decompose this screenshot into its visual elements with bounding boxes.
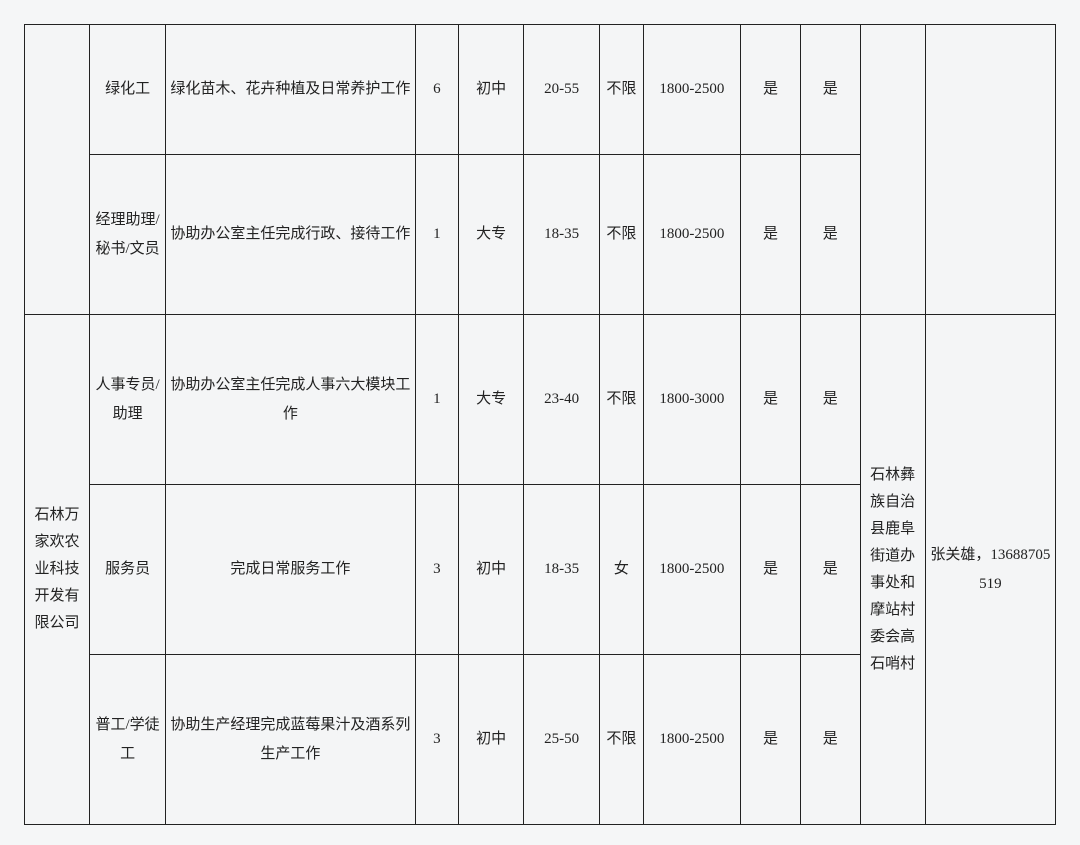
- cell-sex: 不限: [600, 155, 643, 315]
- cell-age: 23-40: [524, 315, 600, 485]
- cell-salary: 1800-2500: [643, 485, 741, 655]
- cell-sex: 女: [600, 485, 643, 655]
- table-row: 绿化工 绿化苗木、花卉种植及日常养护工作 6 初中 20-55 不限 1800-…: [25, 25, 1056, 155]
- cell-flag1: 是: [741, 485, 801, 655]
- cell-num: 3: [415, 485, 458, 655]
- table-row: 石林万家欢农业科技开发有限公司 人事专员/助理 协助办公室主任完成人事六大模块工…: [25, 315, 1056, 485]
- cell-desc: 绿化苗木、花卉种植及日常养护工作: [166, 25, 416, 155]
- cell-contact: 张关雄，13688705519: [925, 315, 1055, 825]
- cell-salary: 1800-2500: [643, 655, 741, 825]
- cell-job: 经理助理/秘书/文员: [90, 155, 166, 315]
- cell-num: 6: [415, 25, 458, 155]
- cell-flag1: 是: [741, 25, 801, 155]
- cell-num: 1: [415, 155, 458, 315]
- cell-flag2: 是: [800, 485, 860, 655]
- cell-age: 18-35: [524, 155, 600, 315]
- cell-edu: 大专: [459, 315, 524, 485]
- cell-edu: 大专: [459, 155, 524, 315]
- cell-company-blank: [25, 25, 90, 315]
- cell-job: 人事专员/助理: [90, 315, 166, 485]
- cell-desc: 协助办公室主任完成行政、接待工作: [166, 155, 416, 315]
- cell-sex: 不限: [600, 655, 643, 825]
- cell-salary: 1800-2500: [643, 25, 741, 155]
- cell-desc: 协助办公室主任完成人事六大模块工作: [166, 315, 416, 485]
- cell-job: 绿化工: [90, 25, 166, 155]
- cell-edu: 初中: [459, 655, 524, 825]
- cell-num: 3: [415, 655, 458, 825]
- cell-company: 石林万家欢农业科技开发有限公司: [25, 315, 90, 825]
- cell-flag2: 是: [800, 315, 860, 485]
- cell-flag1: 是: [741, 655, 801, 825]
- cell-salary: 1800-2500: [643, 155, 741, 315]
- cell-salary: 1800-3000: [643, 315, 741, 485]
- cell-age: 18-35: [524, 485, 600, 655]
- cell-edu: 初中: [459, 485, 524, 655]
- cell-flag1: 是: [741, 315, 801, 485]
- cell-job: 服务员: [90, 485, 166, 655]
- table-body: 绿化工 绿化苗木、花卉种植及日常养护工作 6 初中 20-55 不限 1800-…: [25, 25, 1056, 825]
- cell-contact-blank: [925, 25, 1055, 315]
- cell-flag2: 是: [800, 25, 860, 155]
- cell-age: 20-55: [524, 25, 600, 155]
- cell-flag1: 是: [741, 155, 801, 315]
- cell-edu: 初中: [459, 25, 524, 155]
- cell-addr: 石林彝族自治县鹿阜街道办事处和摩站村委会高石哨村: [860, 315, 925, 825]
- cell-addr-blank: [860, 25, 925, 315]
- cell-flag2: 是: [800, 655, 860, 825]
- cell-sex: 不限: [600, 315, 643, 485]
- recruitment-table: 绿化工 绿化苗木、花卉种植及日常养护工作 6 初中 20-55 不限 1800-…: [24, 24, 1056, 825]
- cell-desc: 协助生产经理完成蓝莓果汁及酒系列生产工作: [166, 655, 416, 825]
- cell-flag2: 是: [800, 155, 860, 315]
- cell-age: 25-50: [524, 655, 600, 825]
- cell-sex: 不限: [600, 25, 643, 155]
- cell-num: 1: [415, 315, 458, 485]
- cell-desc: 完成日常服务工作: [166, 485, 416, 655]
- cell-job: 普工/学徒工: [90, 655, 166, 825]
